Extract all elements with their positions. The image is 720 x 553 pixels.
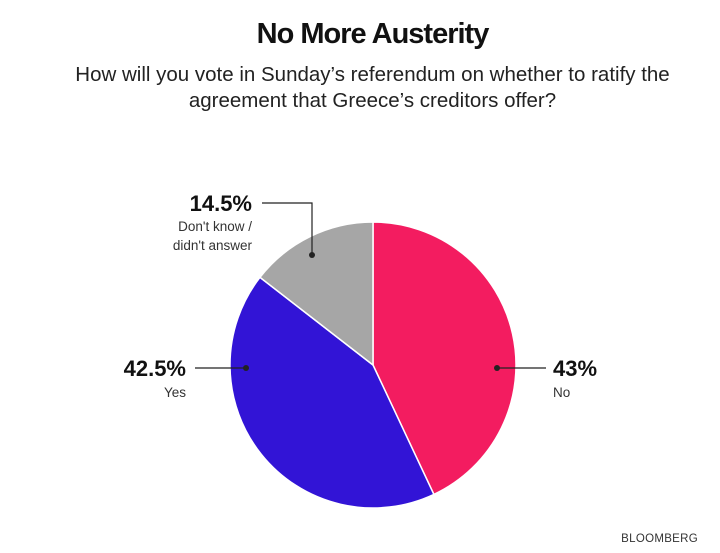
category-label-dont-know-line2: didn't answer xyxy=(173,238,253,253)
pie-slice-dont-know xyxy=(258,221,374,367)
chart-title: No More Austerity xyxy=(256,18,490,50)
chart-subtitle: How will you vote in Sunday’s referendum… xyxy=(75,63,670,112)
category-label-dont-know-line1: Don't know / xyxy=(178,219,252,234)
pct-label-no: 43% xyxy=(553,356,597,381)
pie-slice-yes xyxy=(229,276,435,509)
label-dont-know: 14.5% Don't know / didn't answer xyxy=(173,191,315,258)
label-yes: 42.5% Yes xyxy=(124,356,249,400)
source-credit: BLOOMBERG xyxy=(621,533,698,545)
label-no: 43% No xyxy=(494,356,597,400)
pie-slices xyxy=(229,221,517,509)
category-label-yes: Yes xyxy=(164,385,186,400)
category-label-no: No xyxy=(553,385,570,400)
leader-dot-dont-know xyxy=(309,252,315,258)
leader-dot-yes xyxy=(243,365,249,371)
leader-dot-no xyxy=(494,365,500,371)
pct-label-dont-know: 14.5% xyxy=(190,191,252,216)
leader-line-dont-know xyxy=(262,202,313,255)
pct-label-yes: 42.5% xyxy=(124,356,186,381)
pie-slice-no xyxy=(372,221,517,496)
